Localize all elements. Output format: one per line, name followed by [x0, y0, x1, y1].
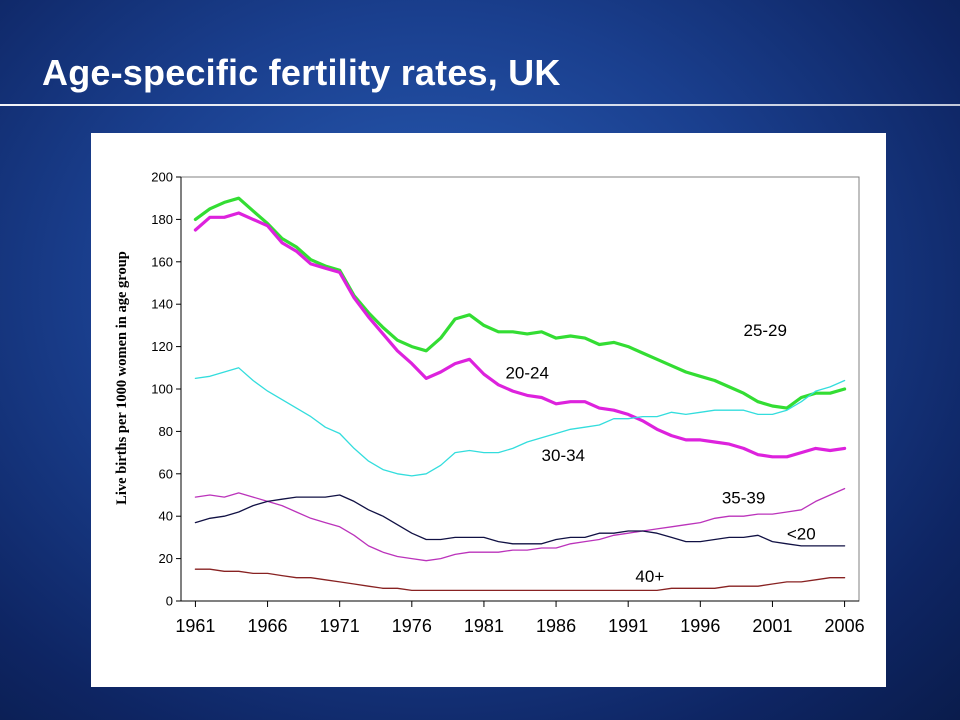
y-tick-label: 200 — [151, 170, 173, 185]
series-line-3539 — [194, 487, 846, 562]
series-line-under20 — [194, 494, 846, 547]
y-tick-label: 40 — [159, 509, 173, 524]
series-label: 30-34 — [542, 446, 585, 465]
series-label: 40+ — [635, 567, 664, 586]
x-tick-label: 1986 — [536, 616, 576, 636]
x-tick-label: 1961 — [175, 616, 215, 636]
title-divider — [0, 104, 960, 106]
x-tick-label: 2001 — [752, 616, 792, 636]
series-line-3034 — [194, 367, 846, 477]
series-label: 25-29 — [743, 321, 786, 340]
x-tick-label: 1996 — [680, 616, 720, 636]
x-tick-label: 1991 — [608, 616, 648, 636]
y-axis-label: Live births per 1000 women in age group — [114, 251, 130, 505]
series-line-40 — [194, 568, 846, 592]
chart-panel: Live births per 1000 women in age group … — [91, 133, 886, 687]
y-tick-label: 180 — [151, 212, 173, 227]
slide-title: Age-specific fertility rates, UK — [42, 52, 561, 93]
y-tick-label: 160 — [151, 254, 173, 269]
fertility-line-chart: Live births per 1000 women in age group … — [114, 170, 865, 637]
y-tick-label: 20 — [159, 551, 173, 566]
x-tick-label: 1976 — [392, 616, 432, 636]
series-line-2024 — [193, 211, 847, 459]
y-tick-label: 100 — [151, 382, 173, 397]
series-label: 20-24 — [505, 363, 548, 382]
y-tick-label: 0 — [166, 594, 173, 609]
series-label: <20 — [787, 525, 816, 544]
y-tick-label: 60 — [159, 466, 173, 481]
y-tick-label: 80 — [159, 424, 173, 439]
x-tick-label: 2006 — [825, 616, 865, 636]
y-tick-label: 120 — [151, 339, 173, 354]
y-tick-label: 140 — [151, 297, 173, 312]
x-tick-label: 1971 — [320, 616, 360, 636]
series-label: 35-39 — [722, 488, 765, 507]
x-tick-label: 1966 — [248, 616, 288, 636]
x-tick-label: 1981 — [464, 616, 504, 636]
series-line-2529 — [193, 196, 847, 410]
